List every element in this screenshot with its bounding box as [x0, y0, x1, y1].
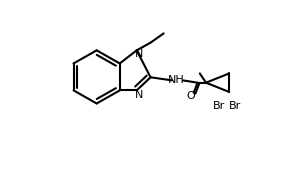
- Text: NH: NH: [168, 75, 185, 85]
- Text: Br: Br: [213, 101, 225, 111]
- Text: O: O: [186, 91, 195, 101]
- Text: N: N: [135, 49, 143, 59]
- Text: N: N: [135, 90, 143, 100]
- Text: Br: Br: [229, 101, 241, 111]
